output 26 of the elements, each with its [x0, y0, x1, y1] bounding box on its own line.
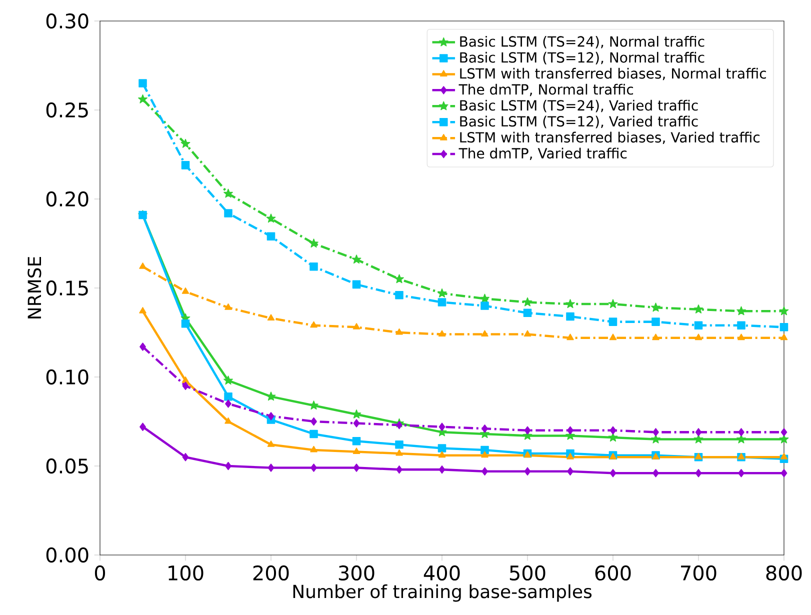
y-tick-label: 0.25 [46, 102, 88, 118]
y-tick-label: 0.20 [46, 191, 88, 207]
legend-label: The dmTP, Normal traffic [458, 84, 634, 96]
x-tick-label: 400 [424, 565, 460, 581]
x-tick-label: 200 [253, 565, 289, 581]
legend-label: Basic LSTM (TS=24), Varied traffic [460, 100, 698, 112]
y-tick-label: 0.10 [46, 369, 88, 385]
legend-label: Basic LSTM (TS=24), Normal traffic [460, 36, 704, 48]
y-tick-label: 0.05 [46, 458, 88, 474]
y-tick-label: 0.30 [46, 13, 88, 29]
legend-label: The dmTP, Varied traffic [458, 148, 627, 160]
x-axis-title: Number of training base-samples [293, 584, 592, 602]
x-tick-label: 800 [766, 565, 802, 581]
y-tick-label: 0.00 [46, 547, 88, 563]
legend-label: Basic LSTM (TS=12), Varied traffic [460, 116, 698, 128]
legend-label: Basic LSTM (TS=12), Normal traffic [460, 52, 704, 64]
x-tick-label: 700 [681, 565, 716, 581]
x-tick-label: 500 [510, 565, 546, 581]
x-tick-label: 600 [595, 565, 631, 581]
legend-label: LSTM with transferred biases, Normal traffic [460, 68, 766, 80]
y-tick-label: 0.15 [46, 280, 88, 296]
y-axis-title: NRMSE [28, 256, 42, 318]
legend-label: LSTM with transferred biases, Varied traffic [460, 132, 760, 144]
x-tick-label: 0 [94, 565, 106, 581]
x-tick-label: 100 [168, 565, 204, 581]
x-tick-label: 300 [338, 565, 374, 581]
